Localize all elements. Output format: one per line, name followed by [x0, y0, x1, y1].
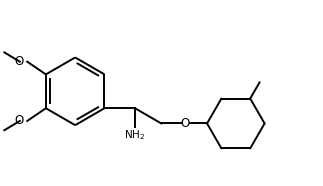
Text: O: O: [181, 117, 190, 130]
Text: O: O: [15, 114, 24, 127]
Text: NH$_2$: NH$_2$: [124, 129, 146, 142]
Text: O: O: [15, 55, 24, 68]
